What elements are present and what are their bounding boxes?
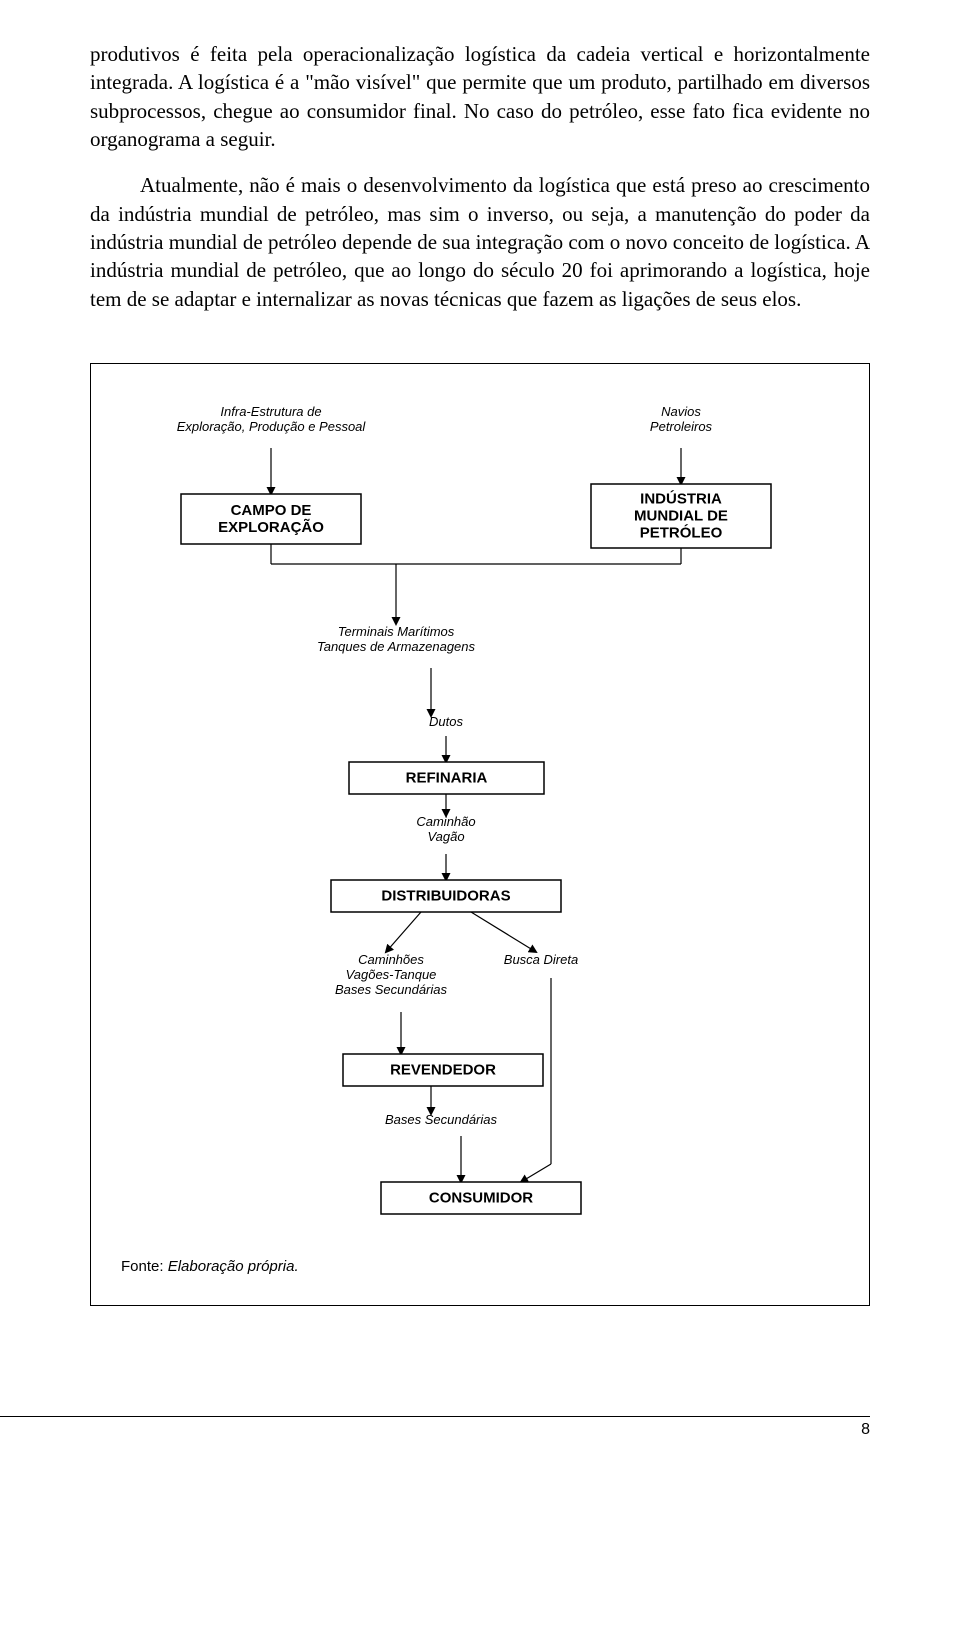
node-campo: CAMPO DEEXPLORAÇÃO bbox=[181, 494, 361, 544]
svg-text:Bases Secundárias: Bases Secundárias bbox=[335, 982, 448, 997]
label-terminais: Terminais MarítimosTanques de Armazenage… bbox=[317, 624, 476, 654]
svg-text:Bases Secundárias: Bases Secundárias bbox=[385, 1112, 498, 1127]
svg-text:PETRÓLEO: PETRÓLEO bbox=[640, 524, 723, 542]
page-footer: 8 bbox=[0, 1416, 870, 1439]
svg-text:REVENDEDOR: REVENDEDOR bbox=[390, 1062, 496, 1079]
node-industria: INDÚSTRIAMUNDIAL DEPETRÓLEO bbox=[591, 484, 771, 548]
flow-edge bbox=[471, 912, 536, 952]
svg-text:Caminhão: Caminhão bbox=[416, 814, 475, 829]
svg-text:Infra-Estrutura de: Infra-Estrutura de bbox=[220, 404, 321, 419]
node-revendedor: REVENDEDOR bbox=[343, 1054, 543, 1086]
label-caminhoes: CaminhõesVagões-TanqueBases Secundárias bbox=[335, 952, 448, 997]
svg-text:Vagões-Tanque: Vagões-Tanque bbox=[346, 967, 437, 982]
paragraph-1: produtivos é feita pela operacionalizaçã… bbox=[90, 40, 870, 153]
label-infra: Infra-Estrutura deExploração, Produção e… bbox=[177, 404, 367, 434]
svg-text:Dutos: Dutos bbox=[429, 714, 463, 729]
label-caminhao: CaminhãoVagão bbox=[416, 814, 475, 844]
body-text-block: produtivos é feita pela operacionalizaçã… bbox=[90, 40, 870, 313]
svg-text:Tanques de Armazenagens: Tanques de Armazenagens bbox=[317, 639, 476, 654]
node-consumidor: CONSUMIDOR bbox=[381, 1182, 581, 1214]
svg-text:INDÚSTRIA: INDÚSTRIA bbox=[640, 490, 722, 508]
flow-edge bbox=[386, 912, 421, 952]
svg-text:REFINARIA: REFINARIA bbox=[406, 770, 488, 787]
svg-text:DISTRIBUIDORAS: DISTRIBUIDORAS bbox=[381, 888, 510, 905]
svg-text:CONSUMIDOR: CONSUMIDOR bbox=[429, 1190, 533, 1207]
svg-text:CAMPO DE: CAMPO DE bbox=[231, 502, 312, 519]
source-value: Elaboração própria. bbox=[168, 1258, 299, 1275]
label-bases2: Bases Secundárias bbox=[385, 1112, 498, 1127]
flow-edge bbox=[521, 1164, 551, 1182]
label-navios: NaviosPetroleiros bbox=[650, 404, 713, 434]
svg-text:Caminhões: Caminhões bbox=[358, 952, 424, 967]
source-label: Fonte: bbox=[121, 1258, 168, 1275]
page-number: 8 bbox=[861, 1421, 870, 1438]
svg-text:Exploração, Produção e Pessoal: Exploração, Produção e Pessoal bbox=[177, 419, 367, 434]
label-dutos: Dutos bbox=[429, 714, 463, 729]
svg-text:Terminais Marítimos: Terminais Marítimos bbox=[338, 624, 455, 639]
label-busca: Busca Direta bbox=[504, 952, 578, 967]
svg-text:EXPLORAÇÃO: EXPLORAÇÃO bbox=[218, 518, 324, 536]
flowchart-frame: CAMPO DEEXPLORAÇÃO INDÚSTRIAMUNDIAL DEPET… bbox=[90, 363, 870, 1306]
node-refinaria: REFINARIA bbox=[349, 762, 544, 794]
node-distribuidoras: DISTRIBUIDORAS bbox=[331, 880, 561, 912]
svg-text:Vagão: Vagão bbox=[427, 829, 464, 844]
paragraph-2: Atualmente, não é mais o desenvolvimento… bbox=[90, 171, 870, 313]
svg-text:MUNDIAL DE: MUNDIAL DE bbox=[634, 508, 728, 525]
document-page: produtivos é feita pela operacionalizaçã… bbox=[0, 0, 960, 1376]
flowchart-svg: CAMPO DEEXPLORAÇÃO INDÚSTRIAMUNDIAL DEPET… bbox=[121, 404, 841, 1234]
svg-text:Navios: Navios bbox=[661, 404, 701, 419]
diagram-source: Fonte: Elaboração própria. bbox=[121, 1258, 839, 1275]
svg-text:Busca Direta: Busca Direta bbox=[504, 952, 578, 967]
svg-text:Petroleiros: Petroleiros bbox=[650, 419, 713, 434]
